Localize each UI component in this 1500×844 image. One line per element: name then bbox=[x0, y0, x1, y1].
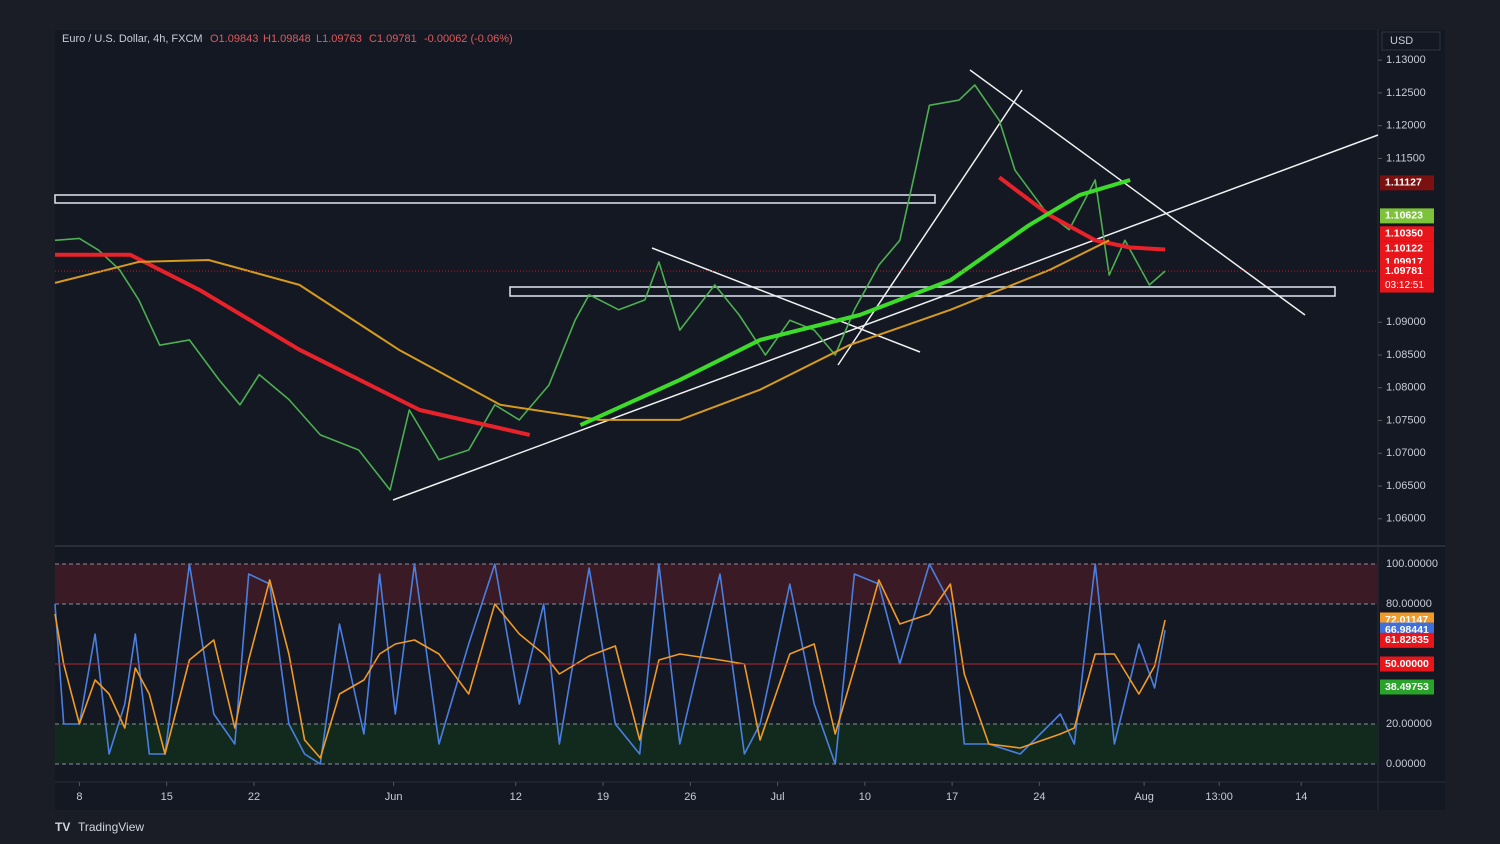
currency: USD bbox=[1390, 35, 1413, 47]
x-tick-label: 13:00 bbox=[1205, 791, 1233, 803]
series-line bbox=[579, 178, 1131, 427]
trend-line bbox=[969, 69, 1306, 316]
change: -0.00062 (-0.06%) bbox=[424, 33, 513, 45]
x-tick-label: 17 bbox=[946, 791, 958, 803]
x-tick-label: 24 bbox=[1033, 791, 1045, 803]
x-tick-label: Aug bbox=[1134, 791, 1154, 803]
ohlc-low: L1.09763 bbox=[316, 33, 362, 45]
x-tick-label: Jul bbox=[771, 791, 785, 803]
price-label-bg bbox=[1380, 679, 1434, 695]
y-tick-label: 1.12000 bbox=[1386, 120, 1426, 132]
price-label: 66.98441 bbox=[1385, 624, 1429, 636]
trend-line bbox=[392, 134, 1379, 501]
ohlc-open: O1.09843 bbox=[210, 33, 258, 45]
x-tick-label: 10 bbox=[859, 791, 871, 803]
price-label-bg bbox=[1380, 241, 1434, 257]
y-tick-label: 1.13000 bbox=[1386, 54, 1426, 66]
x-tick-label: 12 bbox=[510, 791, 522, 803]
x-tick-label: 26 bbox=[684, 791, 696, 803]
currency-box bbox=[1381, 31, 1441, 51]
x-tick-label: 19 bbox=[597, 791, 609, 803]
series-line bbox=[55, 175, 1166, 437]
x-tick-label: 22 bbox=[248, 791, 260, 803]
brand-logo: TV bbox=[55, 820, 70, 834]
ohlc-high: H1.09848 bbox=[263, 33, 311, 45]
ohlc-close: C1.09781 bbox=[369, 33, 417, 45]
y-tick-label: 1.06500 bbox=[1386, 480, 1426, 492]
y-tick-label: 1.07000 bbox=[1386, 447, 1426, 459]
price-label-bg bbox=[1380, 175, 1434, 191]
price-label: 61.82835 bbox=[1385, 634, 1429, 646]
symbol: Euro / U.S. Dollar, 4h, FXCM bbox=[62, 33, 203, 45]
zone-box bbox=[509, 286, 1336, 297]
price-label-bg bbox=[1380, 208, 1434, 224]
y-tick-label: 20.00000 bbox=[1386, 718, 1432, 730]
y-tick-label: 1.08500 bbox=[1386, 349, 1426, 361]
price-label: 50.00000 bbox=[1385, 658, 1429, 670]
oversold-zone bbox=[55, 724, 1378, 764]
price-label: 1.10350 bbox=[1385, 228, 1423, 240]
price-label: 1.09781 bbox=[1385, 265, 1423, 277]
price-label: 1.11127 bbox=[1385, 177, 1422, 189]
x-tick-label: 8 bbox=[76, 791, 82, 803]
y-tick-label: 1.08000 bbox=[1386, 382, 1426, 394]
price-label: 38.49753 bbox=[1385, 681, 1429, 693]
price-label: 1.10122 bbox=[1385, 242, 1423, 254]
price-label-bg bbox=[1380, 632, 1434, 648]
price-label-bg bbox=[1380, 263, 1434, 279]
trend-line bbox=[651, 247, 921, 353]
price-label-bg bbox=[1380, 226, 1434, 242]
chart-area bbox=[55, 30, 1445, 810]
series-line bbox=[54, 239, 1110, 421]
y-tick-label: 100.00000 bbox=[1386, 558, 1438, 570]
series-line bbox=[54, 563, 1166, 765]
y-tick-label: 1.07500 bbox=[1386, 414, 1426, 426]
countdown: 03:12:51 bbox=[1385, 280, 1424, 291]
trend-line bbox=[837, 89, 1023, 366]
y-tick-label: 1.11500 bbox=[1386, 152, 1425, 164]
x-tick-label: 15 bbox=[161, 791, 173, 803]
y-tick-label: 0.00000 bbox=[1386, 758, 1426, 770]
y-tick-label: 1.12500 bbox=[1386, 87, 1426, 99]
x-tick-label: 14 bbox=[1295, 791, 1307, 803]
series-line bbox=[54, 84, 1166, 491]
zone-box bbox=[54, 194, 936, 204]
y-tick-label: 80.00000 bbox=[1386, 598, 1432, 610]
overbought-zone bbox=[55, 564, 1378, 604]
x-tick-label: Jun bbox=[385, 791, 403, 803]
y-tick-label: 1.09000 bbox=[1386, 316, 1426, 328]
countdown-bg bbox=[1380, 278, 1434, 293]
price-label: 1.10623 bbox=[1385, 210, 1423, 222]
y-tick-label: 1.06000 bbox=[1386, 513, 1426, 525]
price-label-bg bbox=[1380, 656, 1434, 672]
brand: TradingView bbox=[78, 820, 144, 834]
